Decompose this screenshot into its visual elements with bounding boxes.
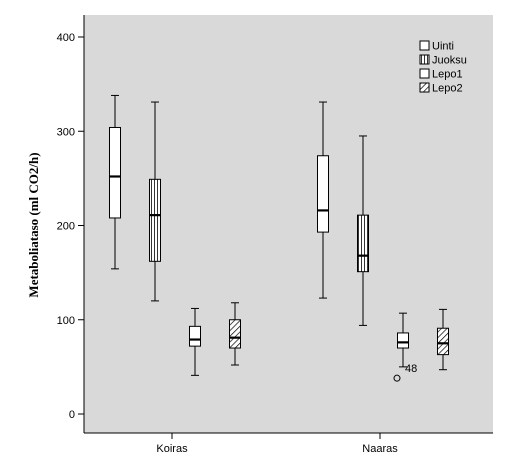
box-lepo2-naaras — [437, 308, 449, 371]
box-lepo1-naaras: 48 — [393, 312, 417, 382]
box-iqr — [229, 319, 241, 349]
x-category-label: Koiras — [156, 443, 188, 455]
legend: Uinti Juoksu Lepo1 Lepo2 — [419, 40, 467, 95]
box-iqr — [437, 327, 449, 356]
x-category-label: Naaras — [362, 443, 398, 455]
legend-swatch — [419, 68, 430, 79]
box-uinti-koiras — [109, 94, 121, 270]
box-series: 48 — [109, 94, 449, 382]
legend-swatch — [419, 54, 430, 65]
y-axis-label: Metaboliataso (ml CO2/h) — [26, 152, 41, 297]
legend-swatch — [419, 82, 430, 93]
box-lepo2-koiras — [229, 302, 241, 366]
box-iqr — [357, 214, 369, 273]
legend-label: Juoksu — [432, 55, 467, 67]
x-axis-categories: Koiras Naaras — [156, 433, 398, 455]
box-lepo1-koiras — [189, 307, 201, 376]
box-uinti-naaras — [317, 101, 329, 299]
y-tick-label: 400 — [57, 32, 75, 44]
outlier-point — [393, 374, 401, 382]
box-iqr — [397, 332, 409, 349]
legend-label: Lepo2 — [432, 83, 463, 95]
box-juoksu-naaras — [357, 135, 369, 326]
box-iqr — [317, 155, 329, 233]
box-juoksu-koiras — [149, 101, 161, 302]
y-axis-ticks: 0 100 200 300 400 — [57, 32, 84, 421]
y-tick-label: 0 — [69, 409, 75, 421]
legend-label: Uinti — [432, 41, 454, 53]
box-iqr — [109, 126, 121, 219]
y-tick-label: 200 — [57, 221, 75, 233]
box-iqr — [189, 325, 201, 347]
legend-swatch — [419, 40, 430, 51]
y-tick-label: 100 — [57, 315, 75, 327]
y-tick-label: 300 — [57, 126, 75, 138]
outlier-label: 48 — [405, 363, 417, 375]
box-iqr — [149, 178, 161, 262]
legend-label: Lepo1 — [432, 69, 463, 81]
